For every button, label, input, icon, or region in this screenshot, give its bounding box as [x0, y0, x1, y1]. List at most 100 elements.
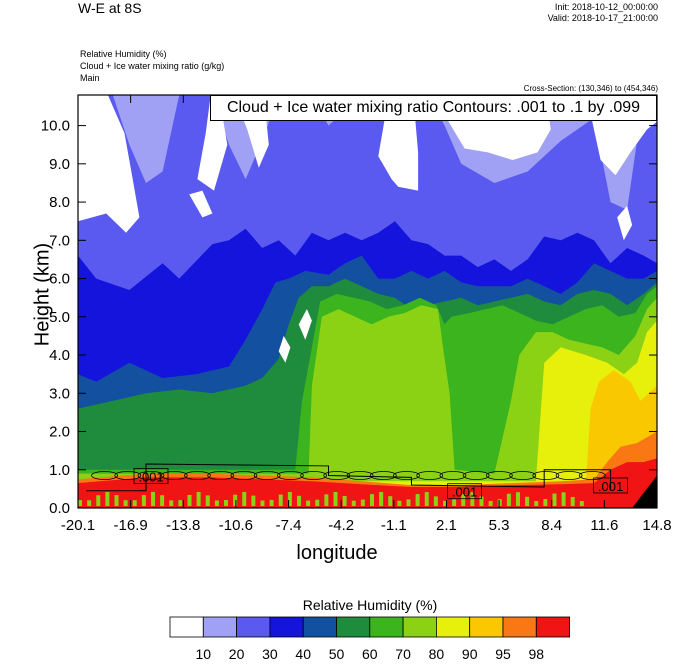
surface-band-cell — [141, 495, 146, 507]
cloud-contour-line — [86, 463, 612, 492]
y-tick-label: 4.0 — [49, 347, 70, 364]
colorbar-swatch — [502, 616, 537, 638]
colorbar-swatch — [302, 616, 337, 638]
surface-band-cell — [543, 498, 548, 507]
colorbar-level-label: 98 — [529, 646, 545, 662]
surface-band-cell — [196, 491, 201, 507]
y-tick-label: 7.0 — [49, 232, 70, 249]
colorbar-swatch — [435, 616, 471, 638]
y-tick-label: 6.0 — [49, 271, 70, 288]
rh-layer-98 — [78, 458, 657, 508]
surface-band-cell — [105, 491, 110, 507]
cloud-contour-cell — [160, 471, 188, 480]
surface-band-cell — [87, 500, 92, 507]
surface-band-cell — [415, 494, 420, 507]
x-tick-label: 14.8 — [642, 517, 671, 534]
surface-band-cell — [379, 492, 384, 507]
cloud-contour-cell — [184, 471, 211, 480]
colorbar-level-label: 80 — [429, 646, 445, 662]
colorbar-swatch — [535, 616, 570, 638]
surface-band-cell — [296, 495, 301, 507]
surface-band-cell — [433, 496, 438, 507]
surface-band-cell — [397, 500, 402, 507]
y-tick-label: 10.0 — [41, 118, 70, 135]
surface-band-cell — [506, 493, 511, 507]
surface-band-cell — [424, 492, 429, 507]
colorbar-swatch — [402, 616, 437, 638]
surface-band-cell — [242, 491, 247, 507]
cloud-contour-cell — [323, 471, 351, 480]
x-tick-label: -4.2 — [328, 517, 354, 534]
cross-section-label: Cross-Section: (130,346) to (454,346) — [523, 84, 658, 93]
surface-band-cell — [561, 492, 566, 507]
x-tick-label: 2.1 — [436, 517, 457, 534]
x-axis-label: longitude — [296, 542, 378, 564]
surface-band-cell — [214, 500, 219, 507]
surface-band-cell — [324, 494, 329, 507]
surface-band-cell — [169, 500, 174, 507]
surface-band-cell — [470, 492, 475, 507]
surface-band-cell — [479, 496, 484, 507]
surface-band-cell — [96, 495, 101, 507]
colorbar-swatch — [269, 616, 304, 638]
surface-band-cell — [223, 499, 228, 507]
cloud-contour-cell — [485, 471, 513, 480]
colorbar-swatch — [336, 616, 371, 638]
cloud-contour-cell — [578, 471, 606, 480]
surface-band-cell — [452, 499, 457, 507]
colorbar-swatch — [202, 616, 238, 638]
cloud-contour-cell — [114, 471, 142, 480]
colorbar-level-label: 95 — [495, 646, 511, 662]
field-label-cloud: Cloud + Ice water mixing ratio (g/kg) — [80, 61, 225, 71]
y-tick-label: 3.0 — [49, 385, 70, 402]
x-tick-label: -16.9 — [114, 517, 148, 534]
contour-label: .001 — [452, 485, 477, 500]
colorbar-level-label: 10 — [196, 646, 212, 662]
init-time: Init: 2018-10-12_00:00:00 — [554, 2, 658, 12]
y-axis-label: Height (km) — [31, 242, 54, 347]
colorbar-level-label: 40 — [295, 646, 311, 662]
y-tick-label: 9.0 — [49, 156, 70, 173]
field-label-rh: Relative Humidity (%) — [80, 49, 167, 59]
surface-band-cell — [570, 496, 575, 507]
surface-band-cell — [515, 492, 520, 507]
surface-band-cell — [123, 500, 128, 507]
x-tick-label: 5.3 — [489, 517, 510, 534]
surface-band-cell — [205, 495, 210, 507]
surface-band-cell — [333, 492, 338, 507]
surface-band-cell — [342, 495, 347, 507]
dry-patch-7 — [298, 309, 312, 340]
y-tick-label: 2.0 — [49, 424, 70, 441]
x-tick-label: -1.1 — [381, 517, 407, 534]
surface-band-cell — [150, 491, 155, 507]
surface-band-cell — [579, 501, 584, 507]
surface-band-cell — [178, 500, 183, 507]
surface-band-cell — [306, 500, 311, 507]
colorbar-level-label: 90 — [462, 646, 478, 662]
cloud-contour-cell — [276, 471, 304, 480]
surface-band-cell — [315, 499, 320, 507]
dry-patch-9 — [278, 335, 291, 363]
dry-patch-6 — [189, 190, 213, 218]
surface-band-cell — [406, 499, 411, 507]
cloud-contour-cell — [230, 471, 258, 480]
colorbar-swatch — [369, 616, 404, 638]
cloud-contour-cell — [300, 471, 327, 480]
surface-band-cell — [488, 500, 493, 507]
contour-fill-group: .001 .001 .001 — [78, 95, 657, 508]
surface-band-cell — [525, 496, 530, 507]
surface-band-cell — [269, 499, 274, 507]
surface-band-cell — [260, 500, 265, 507]
dry-patch-8 — [617, 205, 633, 241]
surface-band-cell — [442, 500, 447, 507]
cloud-contour-cell — [393, 471, 420, 480]
colorbar-level-label: 70 — [395, 646, 411, 662]
surface-band-cell — [160, 495, 165, 507]
colorbar-level-label: 30 — [262, 646, 278, 662]
contour-label-box — [447, 483, 482, 500]
y-tick-label: 5.0 — [49, 309, 70, 326]
contour-label-box — [133, 468, 169, 484]
rh-layer-70 — [78, 297, 657, 508]
terrain — [632, 475, 657, 508]
surface-band-cell — [114, 495, 119, 507]
